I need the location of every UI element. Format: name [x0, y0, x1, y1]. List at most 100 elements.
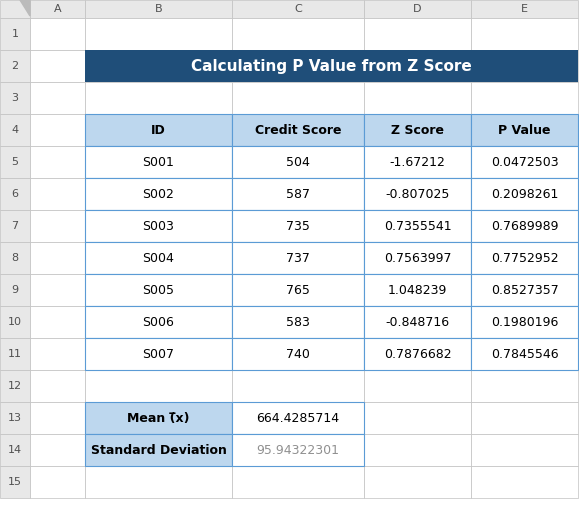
Bar [232, 178, 364, 210]
Bar [364, 82, 471, 114]
Bar [0, 50, 30, 82]
Text: 0.7845546: 0.7845546 [490, 347, 558, 360]
Text: B: B [155, 4, 162, 14]
Text: E: E [521, 4, 528, 14]
Text: P Value: P Value [499, 124, 551, 136]
Text: 0.7563997: 0.7563997 [384, 251, 451, 265]
Bar [85, 146, 232, 178]
Bar [85, 338, 232, 370]
Bar [0, 274, 30, 306]
Bar [471, 370, 578, 402]
Bar [232, 434, 364, 466]
Bar [364, 50, 471, 82]
Bar [0, 114, 30, 146]
Bar [364, 306, 471, 338]
Bar [364, 242, 471, 274]
Bar [85, 370, 232, 402]
Bar [30, 434, 85, 466]
Bar [0, 82, 30, 114]
Text: 504: 504 [286, 155, 310, 169]
Bar [0, 434, 30, 466]
Bar [232, 370, 364, 402]
Bar [85, 274, 232, 306]
Text: C: C [294, 4, 302, 14]
Bar [364, 178, 471, 210]
Text: Standard Deviation: Standard Deviation [90, 444, 226, 456]
Bar [232, 82, 364, 114]
Bar [85, 274, 232, 306]
Bar [471, 274, 578, 306]
Bar [471, 82, 578, 114]
Bar [471, 210, 578, 242]
Bar [471, 114, 578, 146]
Text: Mean (̅x): Mean (̅x) [127, 411, 190, 425]
Text: 15: 15 [8, 477, 22, 487]
Bar [85, 242, 232, 274]
Bar [85, 50, 232, 82]
Bar [364, 178, 471, 210]
Text: Credit Score: Credit Score [255, 124, 341, 136]
Bar [364, 370, 471, 402]
Text: 0.1980196: 0.1980196 [491, 315, 558, 329]
Text: 735: 735 [286, 220, 310, 233]
Bar [30, 370, 85, 402]
Bar [471, 146, 578, 178]
Bar [85, 242, 232, 274]
Text: 765: 765 [286, 284, 310, 296]
Bar [85, 82, 232, 114]
Text: -0.848716: -0.848716 [386, 315, 449, 329]
Text: 4: 4 [12, 125, 19, 135]
Bar [471, 338, 578, 370]
Bar [364, 466, 471, 498]
Text: -0.807025: -0.807025 [385, 188, 450, 200]
Bar [85, 434, 232, 466]
Bar [471, 242, 578, 274]
Bar [85, 178, 232, 210]
Bar [232, 210, 364, 242]
Text: D: D [413, 4, 422, 14]
Bar [471, 402, 578, 434]
Bar [30, 114, 85, 146]
Bar [471, 178, 578, 210]
Bar [85, 146, 232, 178]
Bar [232, 338, 364, 370]
Bar [85, 434, 232, 466]
Bar [471, 274, 578, 306]
Text: 10: 10 [8, 317, 22, 327]
Text: S005: S005 [142, 284, 174, 296]
Bar [0, 466, 30, 498]
Bar [232, 18, 364, 50]
Bar [471, 18, 578, 50]
Bar [0, 18, 30, 50]
Bar [471, 466, 578, 498]
Bar [364, 114, 471, 146]
Bar [471, 146, 578, 178]
Bar [471, 114, 578, 146]
Bar [85, 18, 232, 50]
Bar [471, 338, 578, 370]
Bar [471, 434, 578, 466]
Bar [232, 146, 364, 178]
Bar [85, 306, 232, 338]
Bar [232, 274, 364, 306]
Bar [364, 0, 471, 18]
Bar [232, 402, 364, 434]
Text: 5: 5 [12, 157, 19, 167]
Text: 1: 1 [12, 29, 19, 39]
Text: 13: 13 [8, 413, 22, 423]
Bar [232, 274, 364, 306]
Bar [0, 178, 30, 210]
Bar [0, 402, 30, 434]
Bar [85, 466, 232, 498]
Bar [85, 114, 232, 146]
Bar [232, 114, 364, 146]
Text: S007: S007 [142, 347, 174, 360]
Bar [364, 338, 471, 370]
Bar [30, 402, 85, 434]
Bar [0, 0, 30, 18]
Bar [364, 18, 471, 50]
Bar [471, 242, 578, 274]
Text: Calculating P Value from Z Score: Calculating P Value from Z Score [191, 58, 472, 74]
Bar [471, 210, 578, 242]
Text: 95.94322301: 95.94322301 [256, 444, 339, 456]
